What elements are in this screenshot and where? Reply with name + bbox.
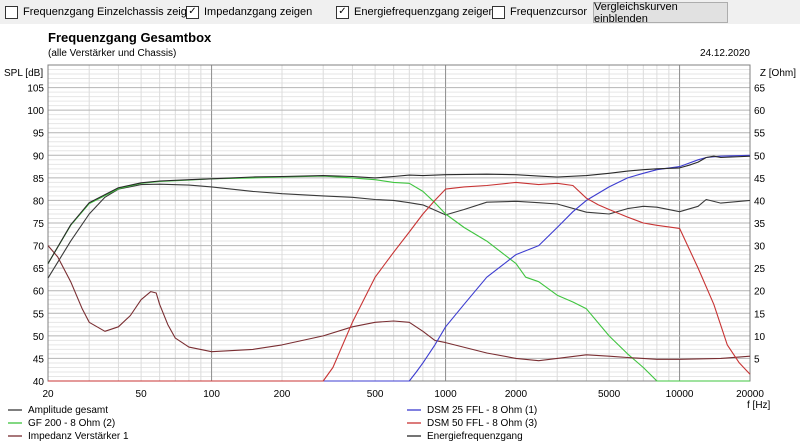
x-tick-label: 50 — [136, 389, 148, 400]
checkbox-label: Energiefrequenzgang zeigen — [354, 6, 495, 18]
y-tick-label: 70 — [33, 242, 45, 253]
y-tick-label: 45 — [33, 354, 45, 365]
checkbox-box[interactable] — [5, 5, 18, 19]
y2-axis-label: Z [Ohm] — [760, 68, 796, 79]
legend-label: DSM 25 FFL - 8 Ohm (1) — [427, 405, 537, 416]
x-tick-label: 2000 — [505, 389, 528, 400]
x-tick-label: 500 — [367, 389, 384, 400]
checkbox-label: Frequenzcursor — [510, 6, 588, 18]
checkbox-box[interactable] — [492, 5, 505, 19]
y-tick-label: 60 — [33, 287, 45, 298]
chart-date: 24.12.2020 — [700, 48, 750, 59]
y-tick-label: 80 — [33, 196, 45, 207]
y-tick-label: 90 — [33, 151, 45, 162]
y-tick-label: 85 — [33, 174, 45, 185]
y2-tick-label: 30 — [754, 242, 766, 253]
y2-tick-label: 40 — [754, 196, 766, 207]
y2-tick-label: 55 — [754, 129, 766, 140]
y2-tick-label: 10 — [754, 332, 766, 343]
x-tick-label: 1000 — [434, 389, 457, 400]
checkbox-label: Impedanzgang zeigen — [204, 6, 313, 18]
legend-label: DSM 50 FFL - 8 Ohm (3) — [427, 418, 537, 429]
legend-label: Impedanz Verstärker 1 — [28, 431, 129, 442]
checkbox-box[interactable]: ✓ — [186, 5, 199, 19]
checkbox-label: Frequenzgang Einzelchassis zeigen — [23, 6, 200, 18]
y-tick-label: 95 — [33, 129, 45, 140]
y-tick-label: 40 — [33, 377, 45, 388]
vergleichskurven-button[interactable]: Vergleichskurven einblenden — [593, 1, 728, 25]
x-tick-label: 20000 — [736, 389, 764, 400]
checkbox-box[interactable]: ✓ — [336, 5, 349, 19]
x-tick-label: 10000 — [666, 389, 694, 400]
y2-tick-label: 50 — [754, 151, 766, 162]
y-axis-label: SPL [dB] — [4, 68, 43, 79]
y2-tick-label: 25 — [754, 264, 766, 275]
x-tick-label: 20 — [42, 389, 54, 400]
y2-tick-label: 60 — [754, 106, 766, 117]
y2-tick-label: 35 — [754, 219, 766, 230]
y2-tick-label: 15 — [754, 309, 766, 320]
y-tick-label: 65 — [33, 264, 45, 275]
y2-tick-label: 5 — [754, 354, 760, 365]
y-tick-label: 75 — [33, 219, 45, 230]
y2-tick-label: 65 — [754, 84, 766, 95]
checkbox-frequenzgang-einzelchassis[interactable]: Frequenzgang Einzelchassis zeigen — [5, 5, 199, 19]
series-line — [47, 245, 751, 362]
y-tick-label: 100 — [27, 106, 44, 117]
checkbox-energiefrequenzgang[interactable]: ✓ Energiefrequenzgang zeigen — [336, 5, 495, 19]
series-line — [47, 183, 751, 279]
x-tick-label: 200 — [274, 389, 291, 400]
y2-tick-label: 20 — [754, 287, 766, 298]
checkbox-impedanzgang[interactable]: ✓ Impedanzgang zeigen — [186, 5, 312, 19]
y-tick-label: 50 — [33, 332, 45, 343]
x-axis-label: f [Hz] — [747, 400, 771, 411]
x-tick-label: 100 — [203, 389, 220, 400]
chart-subtitle: (alle Verstärker und Chassis) — [48, 48, 176, 59]
legend-label: GF 200 - 8 Ohm (2) — [28, 418, 115, 429]
series-line — [48, 154, 751, 382]
checkbox-frequenzcursor[interactable]: Frequenzcursor — [492, 5, 587, 19]
toolbar: Frequenzgang Einzelchassis zeigen ✓ Impe… — [0, 0, 800, 25]
y-tick-label: 55 — [33, 309, 45, 320]
legend-label: Energiefrequenzgang — [427, 431, 523, 442]
y2-tick-label: 45 — [754, 174, 766, 185]
series-line — [47, 155, 751, 264]
y-tick-label: 105 — [27, 84, 44, 95]
chart-title: Frequenzgang Gesamtbox — [48, 30, 212, 45]
legend-label: Amplitude gesamt — [28, 405, 108, 416]
series-line — [48, 181, 751, 382]
x-tick-label: 5000 — [598, 389, 621, 400]
